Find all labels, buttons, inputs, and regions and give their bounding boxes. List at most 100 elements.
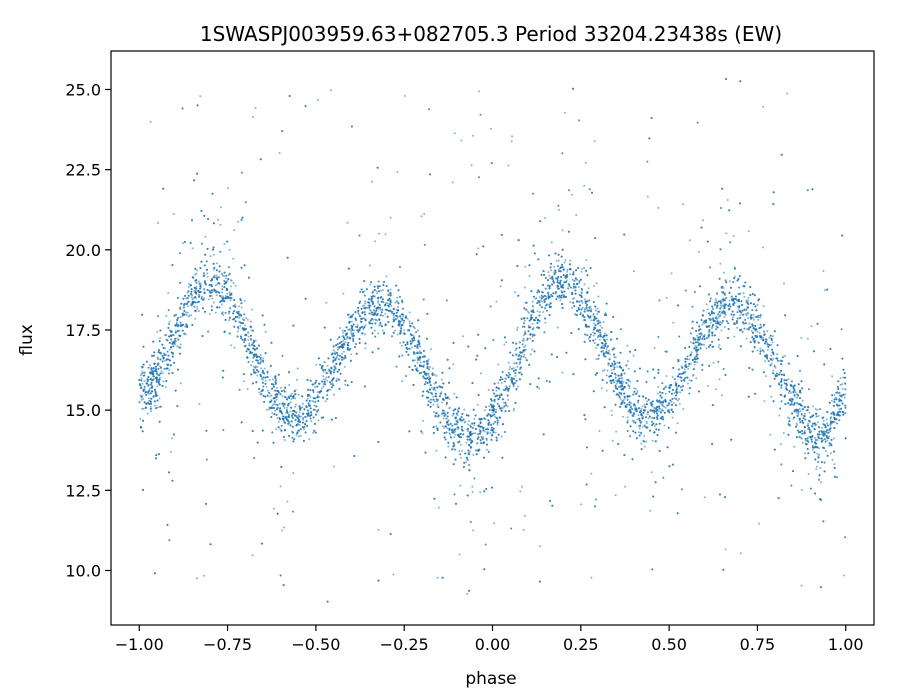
data-point bbox=[771, 359, 774, 362]
data-point bbox=[154, 404, 156, 407]
data-point bbox=[171, 437, 173, 440]
data-point bbox=[213, 274, 216, 277]
data-point bbox=[297, 393, 300, 396]
data-point bbox=[143, 371, 146, 374]
data-point bbox=[690, 351, 693, 354]
data-point bbox=[294, 405, 297, 408]
data-point bbox=[246, 388, 249, 390]
data-point bbox=[812, 405, 814, 408]
data-point bbox=[596, 310, 599, 313]
data-point bbox=[797, 413, 800, 416]
data-point bbox=[377, 332, 380, 335]
data-point bbox=[471, 426, 474, 429]
data-point bbox=[385, 275, 388, 278]
data-point bbox=[312, 431, 315, 434]
data-point bbox=[611, 439, 614, 442]
data-point bbox=[640, 442, 643, 445]
data-point bbox=[251, 554, 254, 557]
data-point bbox=[772, 357, 775, 360]
data-point bbox=[748, 322, 751, 325]
data-point bbox=[717, 346, 720, 349]
data-point bbox=[357, 313, 360, 316]
data-point bbox=[524, 330, 526, 333]
data-point bbox=[474, 432, 477, 435]
data-point bbox=[825, 418, 828, 421]
data-point bbox=[238, 305, 241, 308]
data-point bbox=[228, 319, 231, 322]
data-point bbox=[396, 317, 399, 320]
data-point bbox=[800, 488, 803, 491]
data-point bbox=[751, 368, 754, 371]
data-point bbox=[693, 363, 696, 366]
data-point bbox=[480, 435, 483, 438]
data-point bbox=[591, 331, 594, 334]
data-point bbox=[229, 307, 232, 310]
data-point bbox=[558, 296, 561, 299]
data-point bbox=[322, 375, 325, 378]
data-point bbox=[603, 368, 606, 371]
data-point bbox=[408, 322, 411, 325]
data-point bbox=[445, 422, 448, 425]
data-point bbox=[795, 422, 798, 425]
data-point bbox=[342, 358, 345, 361]
data-point bbox=[376, 292, 379, 295]
data-point bbox=[212, 253, 215, 256]
data-point bbox=[695, 377, 698, 380]
data-point bbox=[408, 320, 411, 323]
data-point bbox=[657, 206, 660, 209]
data-point bbox=[494, 431, 497, 434]
data-point bbox=[322, 370, 325, 373]
data-point bbox=[678, 398, 680, 400]
data-point bbox=[627, 367, 630, 370]
data-point bbox=[841, 383, 844, 386]
data-point bbox=[226, 292, 228, 295]
data-point bbox=[616, 365, 619, 368]
data-point bbox=[754, 315, 757, 318]
data-point bbox=[495, 389, 498, 392]
data-point bbox=[266, 389, 269, 392]
data-point bbox=[430, 386, 433, 389]
data-point bbox=[697, 250, 700, 253]
data-point bbox=[164, 386, 167, 389]
data-point bbox=[364, 333, 366, 336]
data-point bbox=[408, 311, 411, 314]
data-point bbox=[785, 385, 788, 388]
data-point bbox=[445, 403, 448, 406]
data-point bbox=[844, 393, 847, 396]
data-point bbox=[377, 529, 380, 531]
data-point bbox=[602, 349, 605, 352]
data-point bbox=[703, 496, 706, 499]
data-point bbox=[168, 348, 171, 351]
data-point bbox=[833, 463, 836, 466]
data-point bbox=[271, 378, 274, 381]
data-point bbox=[757, 318, 760, 321]
data-point bbox=[590, 576, 593, 579]
data-point bbox=[382, 314, 384, 317]
data-point bbox=[266, 372, 269, 375]
data-point bbox=[230, 279, 233, 282]
data-point bbox=[250, 329, 253, 332]
data-point bbox=[538, 387, 540, 390]
data-point bbox=[592, 285, 595, 287]
data-point bbox=[279, 485, 282, 488]
data-point bbox=[292, 472, 295, 475]
data-point bbox=[553, 271, 556, 274]
data-point bbox=[501, 370, 504, 373]
data-point bbox=[350, 332, 353, 335]
data-point bbox=[158, 365, 161, 368]
data-point bbox=[397, 306, 400, 308]
data-point bbox=[614, 494, 617, 497]
data-point bbox=[687, 367, 690, 370]
data-point bbox=[348, 316, 351, 319]
data-point bbox=[593, 322, 595, 325]
data-point bbox=[696, 334, 698, 337]
data-point bbox=[804, 439, 807, 442]
data-point bbox=[544, 217, 547, 220]
data-point bbox=[761, 336, 764, 339]
data-point bbox=[141, 382, 144, 385]
data-point bbox=[376, 319, 379, 322]
data-point bbox=[396, 171, 399, 174]
data-point bbox=[482, 436, 485, 439]
data-point bbox=[188, 283, 190, 285]
data-point bbox=[373, 329, 376, 332]
